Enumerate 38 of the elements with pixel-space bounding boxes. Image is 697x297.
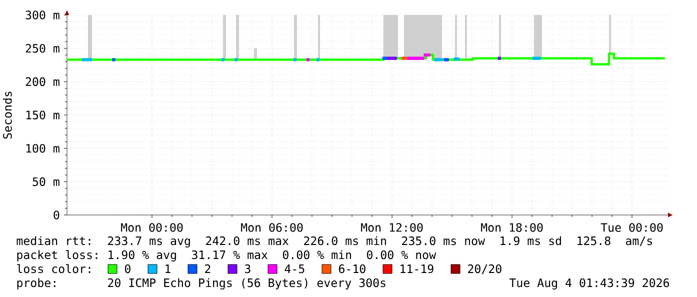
legend-label: 2 xyxy=(205,264,210,274)
text: packet loss: xyxy=(17,250,98,262)
legend-title: loss color: xyxy=(17,264,90,274)
text: 235.0 ms now xyxy=(402,236,486,246)
y-tick-label: 50 m xyxy=(32,177,60,186)
text: 233.7 ms avg xyxy=(108,236,190,248)
x-tick-label: Mon 06:00 xyxy=(241,223,303,232)
text: 125.8 xyxy=(578,236,610,246)
text: 20 ICMP Echo Pings (56 Bytes) every 300s xyxy=(108,278,386,290)
x-tick-label: Tue 00:00 xyxy=(600,223,663,232)
legend-label: 1 xyxy=(166,264,170,274)
text: 0.00 % now xyxy=(366,250,436,260)
legend-label: 0 xyxy=(124,264,130,274)
x-tick-label: Mon 00:00 xyxy=(121,223,183,232)
y-tick-label: 0 xyxy=(54,210,60,220)
y-tick-label: 300 m xyxy=(26,10,60,20)
x-tick-label: Mon 12:00 xyxy=(361,223,423,232)
text: 242.0 ms max xyxy=(206,236,289,246)
y-tick-label: 250 m xyxy=(26,44,60,53)
x-tick-label: Mon 18:00 xyxy=(481,223,543,232)
text: Tue Aug 4 01:43:39 2026 xyxy=(509,278,670,290)
legend-label: 3 xyxy=(244,264,250,274)
legend-label: 4-5 xyxy=(284,264,304,274)
y-tick-label: 150 m xyxy=(26,110,60,120)
text: 1.90 % avg xyxy=(108,250,176,262)
text: 1.9 ms sd xyxy=(500,236,561,246)
text: probe: xyxy=(17,278,56,290)
y-tick-label: 200 m xyxy=(26,77,60,86)
text: am/s xyxy=(626,236,652,246)
text: 31.17 % max xyxy=(192,250,268,260)
text: median rtt: xyxy=(16,236,90,246)
legend-label: 20/20 xyxy=(468,264,502,274)
y-axis-title: Seconds xyxy=(2,92,12,139)
legend-label: 11-19 xyxy=(400,264,434,274)
text: 0.00 % min xyxy=(282,250,352,260)
y-tick-label: 100 m xyxy=(26,144,60,153)
legend-label: 6-10 xyxy=(338,264,366,274)
text: 226.0 ms min xyxy=(304,236,386,246)
